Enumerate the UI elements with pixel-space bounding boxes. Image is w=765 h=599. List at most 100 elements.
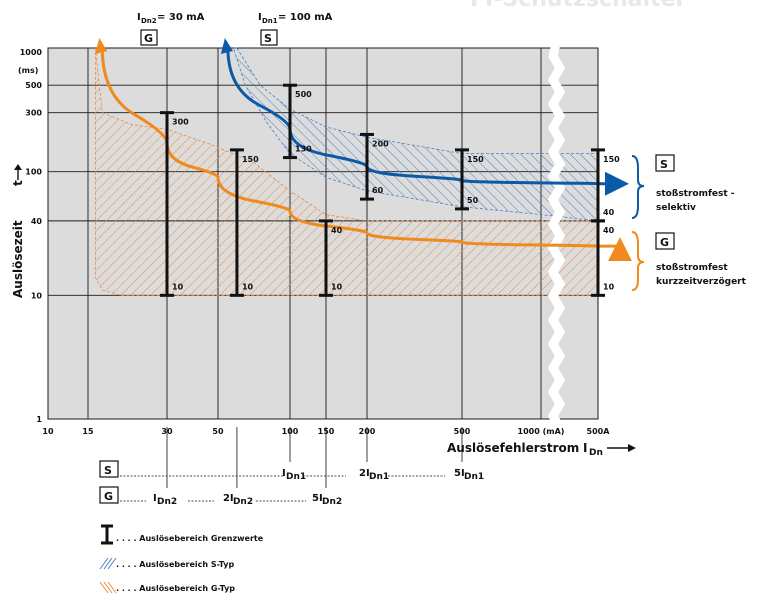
legend-hatch-orange-3 — [107, 581, 117, 594]
limit-bar-bottom-label: 10 — [331, 282, 343, 291]
x-tick-label: 50 — [212, 427, 224, 436]
page-title-fragment: FI-Schutzschalter — [470, 0, 686, 12]
legend: . . . . Auslösebereich Grenzwerte . . . … — [99, 524, 264, 594]
limit-bar: 150 50 — [455, 148, 484, 211]
multiple-S-label: 5I — [454, 468, 465, 479]
legend-hatch-orange-2 — [103, 581, 113, 594]
box-G-top-text: G — [144, 32, 153, 45]
x-axis-symbol-sub: Dn — [589, 448, 603, 458]
axis-break — [547, 42, 566, 431]
box-S-side-text: S — [660, 158, 668, 171]
limit-bar-bottom-label: 10 — [242, 282, 254, 291]
legend-hatch-blue-1 — [99, 557, 109, 570]
limit-bar-top-label: 150 — [242, 155, 259, 164]
y-tick-label: 1 — [36, 415, 42, 424]
legend-hatch-orange-1 — [99, 581, 109, 594]
y-tick-label: 10 — [31, 291, 43, 300]
y-axis-title-text: Auslösezeit — [11, 220, 25, 298]
x-tick-label: 15 — [82, 427, 94, 436]
header-label-G: I Dn2 = 30 mA G — [137, 12, 205, 46]
y-tick-label: 500 — [25, 81, 42, 90]
label-S-sub: Dn1 — [262, 17, 278, 25]
label-S-I: I — [258, 12, 262, 23]
limit-bar-bottom-label: 10 — [172, 282, 184, 291]
box-G-side-text: G — [660, 236, 669, 249]
limit-bars: 300 10 150 10 40 10 500 130 200 60 150 50 150 40 40 10 — [160, 83, 620, 297]
limit-bar-top-label: 40 — [331, 226, 343, 235]
multiples-row-S: S I Dn1 2I Dn1 5I Dn1 — [99, 427, 484, 482]
y-tick-label: 300 — [25, 109, 42, 118]
side-label-S: S stoßstromfest - selektiv — [631, 154, 735, 219]
box-S-top-text: S — [264, 32, 272, 45]
multiples-row-G: G I Dn2 2I Dn2 5I Dn2 — [99, 427, 342, 507]
y-axis-symbol: t — [11, 180, 25, 186]
multiple-S-sub: Dn1 — [369, 472, 389, 482]
limit-bar-bottom-label: 50 — [467, 196, 479, 205]
legend-text-limits: . . . . Auslösebereich Grenzwerte — [116, 534, 264, 543]
label-S-val: = 100 mA — [278, 12, 333, 23]
x-axis-title: Auslösefehlerstrom I Dn — [447, 441, 636, 458]
box-S-top — [260, 29, 278, 46]
x-axis-title-text: Auslösefehlerstrom — [447, 441, 579, 455]
multiple-G-sub: Dn2 — [322, 497, 342, 507]
label-G-I: I — [137, 12, 141, 23]
legend-item-limits: . . . . Auslösebereich Grenzwerte — [101, 524, 264, 545]
multiple-G-label: 5I — [312, 493, 323, 504]
limit-bar-bottom-label: 130 — [295, 145, 312, 154]
x-axis-symbol: I — [583, 441, 587, 455]
side-label-G: G stoßstromfest kurzzeitverzögert — [631, 231, 747, 291]
legend-item-s-type: . . . . Auslösebereich S-Typ — [99, 557, 234, 570]
box-G-top — [140, 29, 158, 46]
x-tick-label: 10 — [42, 427, 54, 436]
multiple-S-sub: Dn1 — [286, 472, 306, 482]
curve-S-start-arrow-icon — [220, 38, 233, 54]
header-label-S: I Dn1 = 100 mA S — [258, 12, 333, 46]
brace-S-icon — [631, 155, 645, 219]
legend-hatch-blue-3 — [107, 557, 117, 570]
limit-bar: 40 10 — [319, 219, 343, 297]
legend-hatch-blue-2 — [103, 557, 113, 570]
limit-bar-top-label: 40 — [603, 226, 615, 235]
limit-bar-bottom-label: 40 — [603, 208, 615, 217]
x-tick-label: 1000 (mA) — [518, 427, 565, 436]
multiple-G-label: 2I — [223, 493, 234, 504]
legend-text-g-type: . . . . Auslösebereich G-Typ — [116, 584, 235, 593]
side-S-line2: selektiv — [656, 203, 696, 213]
box-G-row — [99, 486, 119, 504]
limit-bar: 500 130 — [283, 83, 312, 160]
x-axis-arrowhead-icon — [628, 444, 636, 452]
y-tick-label: 100 — [25, 168, 42, 177]
limit-bar-top-label: 300 — [172, 118, 189, 127]
x-tick-label: 500A — [587, 427, 611, 436]
multiple-G-sub: Dn2 — [233, 497, 253, 507]
limit-bar: 300 10 — [160, 111, 189, 297]
multiple-S-sub: Dn1 — [464, 472, 484, 482]
y-unit-label: (ms) — [18, 66, 38, 75]
box-G-row-text: G — [104, 490, 113, 503]
limit-bar-top-label: 150 — [603, 155, 620, 164]
limit-bar-bottom-label: 10 — [603, 282, 615, 291]
legend-item-g-type: . . . . Auslösebereich G-Typ — [99, 581, 235, 594]
side-G-line1: stoßstromfest — [656, 263, 728, 273]
multiple-G-sub: Dn2 — [157, 497, 177, 507]
limit-bar-top-label: 500 — [295, 90, 312, 99]
limit-bar-top-label: 150 — [467, 155, 484, 164]
limit-bar: 150 10 — [229, 148, 259, 297]
limit-bar: 200 60 — [360, 132, 389, 201]
multiple-S-label: 2I — [359, 468, 370, 479]
curve-G-start-arrow-icon — [95, 38, 108, 54]
limit-bar-bottom-label: 60 — [372, 186, 384, 195]
hatch-zone-S — [232, 47, 599, 222]
y-tick-label: 40 — [31, 217, 43, 226]
legend-text-s-type: . . . . Auslösebereich S-Typ — [116, 560, 234, 569]
box-S-row-text: S — [104, 464, 112, 477]
box-S-row — [99, 460, 119, 478]
label-G-sub: Dn2 — [141, 17, 157, 25]
side-G-line2: kurzzeitverzögert — [656, 277, 747, 287]
hatch-zone-G — [95, 47, 599, 296]
y-tick-label: 1000 — [20, 48, 43, 57]
multiple-G-label: I — [153, 493, 157, 504]
label-G-val: = 30 mA — [157, 12, 205, 23]
